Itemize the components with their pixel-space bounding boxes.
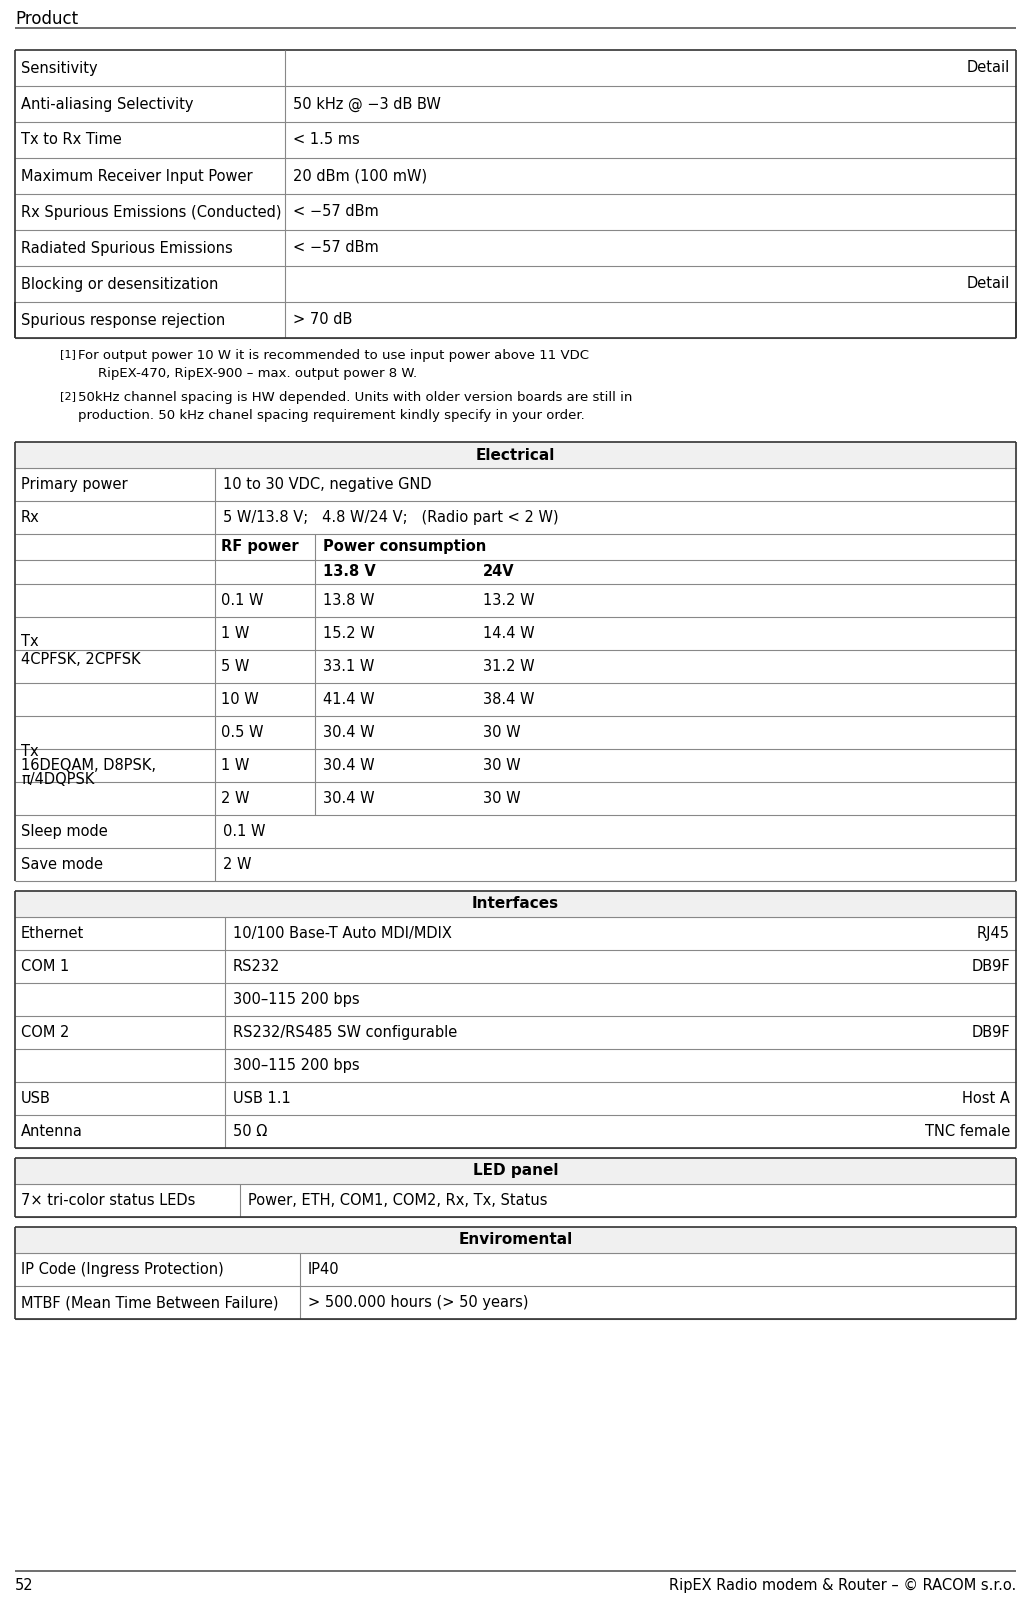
Text: Interfaces: Interfaces: [472, 897, 559, 911]
Text: 13.8 V: 13.8 V: [323, 564, 375, 579]
Text: > 70 dB: > 70 dB: [293, 312, 353, 328]
Text: 10/100 Base-T Auto MDI/MDIX: 10/100 Base-T Auto MDI/MDIX: [233, 926, 452, 940]
Text: 300–115 200 bps: 300–115 200 bps: [233, 1059, 360, 1073]
Text: 7× tri-color status LEDs: 7× tri-color status LEDs: [21, 1193, 196, 1207]
Text: 50 Ω: 50 Ω: [233, 1124, 267, 1138]
Text: 1 W: 1 W: [221, 758, 250, 772]
Text: Maximum Receiver Input Power: Maximum Receiver Input Power: [21, 168, 253, 184]
Text: 13.2 W: 13.2 W: [483, 593, 535, 608]
Text: 2 W: 2 W: [221, 792, 250, 806]
Text: 14.4 W: 14.4 W: [483, 625, 535, 641]
Text: 16DEQAM, D8PSK,: 16DEQAM, D8PSK,: [21, 758, 156, 772]
Text: IP40: IP40: [308, 1262, 339, 1278]
Text: For output power 10 W it is recommended to use input power above 11 VDC: For output power 10 W it is recommended …: [78, 349, 589, 361]
Text: Rx: Rx: [21, 510, 40, 524]
Text: > 500.000 hours (> 50 years): > 500.000 hours (> 50 years): [308, 1295, 529, 1310]
Text: Radiated Spurious Emissions: Radiated Spurious Emissions: [21, 240, 233, 256]
Text: < 1.5 ms: < 1.5 ms: [293, 133, 360, 147]
Text: USB 1.1: USB 1.1: [233, 1091, 291, 1107]
Text: COM 2: COM 2: [21, 1025, 69, 1039]
Text: 30.4 W: 30.4 W: [323, 792, 374, 806]
Text: Detail: Detail: [967, 277, 1010, 291]
Text: Antenna: Antenna: [21, 1124, 82, 1138]
Text: RipEX Radio modem & Router – © RACOM s.r.o.: RipEX Radio modem & Router – © RACOM s.r…: [669, 1578, 1016, 1593]
Text: [1]: [1]: [60, 349, 76, 360]
Text: 50 kHz @ −3 dB BW: 50 kHz @ −3 dB BW: [293, 96, 441, 112]
Text: 24V: 24V: [483, 564, 514, 579]
Text: USB: USB: [21, 1091, 51, 1107]
Text: 0.5 W: 0.5 W: [221, 724, 264, 740]
Text: 15.2 W: 15.2 W: [323, 625, 374, 641]
Text: RS232/RS485 SW configurable: RS232/RS485 SW configurable: [233, 1025, 458, 1039]
Text: < −57 dBm: < −57 dBm: [293, 205, 378, 219]
Text: RJ45: RJ45: [977, 926, 1010, 940]
Text: Tx: Tx: [21, 633, 38, 649]
Text: 50kHz channel spacing is HW depended. Units with older version boards are still : 50kHz channel spacing is HW depended. Un…: [78, 392, 632, 405]
Text: 0.1 W: 0.1 W: [221, 593, 264, 608]
Text: production. 50 kHz chanel spacing requirement kindly specify in your order.: production. 50 kHz chanel spacing requir…: [78, 409, 585, 422]
Text: RipEX-470, RipEX-900 – max. output power 8 W.: RipEX-470, RipEX-900 – max. output power…: [98, 368, 418, 381]
Text: 52: 52: [15, 1578, 34, 1593]
Text: 0.1 W: 0.1 W: [223, 823, 266, 839]
Text: 2 W: 2 W: [223, 857, 252, 871]
Text: 13.8 W: 13.8 W: [323, 593, 374, 608]
Text: 30.4 W: 30.4 W: [323, 758, 374, 772]
Text: Spurious response rejection: Spurious response rejection: [21, 312, 225, 328]
Text: Tx to Rx Time: Tx to Rx Time: [21, 133, 122, 147]
Text: Power, ETH, COM1, COM2, Rx, Tx, Status: Power, ETH, COM1, COM2, Rx, Tx, Status: [248, 1193, 547, 1207]
Text: Product: Product: [15, 10, 78, 29]
Text: DB9F: DB9F: [971, 1025, 1010, 1039]
Text: Anti-aliasing Selectivity: Anti-aliasing Selectivity: [21, 96, 194, 112]
Text: 41.4 W: 41.4 W: [323, 692, 374, 707]
Text: Sensitivity: Sensitivity: [21, 61, 98, 75]
Text: Blocking or desensitization: Blocking or desensitization: [21, 277, 219, 291]
Text: 20 dBm (100 mW): 20 dBm (100 mW): [293, 168, 427, 184]
Text: 30 W: 30 W: [483, 724, 521, 740]
Text: 30 W: 30 W: [483, 792, 521, 806]
Polygon shape: [15, 891, 1016, 916]
Text: Rx Spurious Emissions (Conducted): Rx Spurious Emissions (Conducted): [21, 205, 281, 219]
Text: DB9F: DB9F: [971, 959, 1010, 974]
Text: Power consumption: Power consumption: [323, 539, 487, 555]
Text: 1 W: 1 W: [221, 625, 250, 641]
Text: 10 to 30 VDC, negative GND: 10 to 30 VDC, negative GND: [223, 477, 432, 492]
Text: Detail: Detail: [967, 61, 1010, 75]
Text: Tx: Tx: [21, 744, 38, 760]
Text: 5 W: 5 W: [221, 659, 250, 675]
Text: 30 W: 30 W: [483, 758, 521, 772]
Text: 300–115 200 bps: 300–115 200 bps: [233, 991, 360, 1007]
Text: IP Code (Ingress Protection): IP Code (Ingress Protection): [21, 1262, 224, 1278]
Text: RF power: RF power: [221, 539, 299, 555]
Text: 33.1 W: 33.1 W: [323, 659, 374, 675]
Text: 10 W: 10 W: [221, 692, 259, 707]
Text: TNC female: TNC female: [925, 1124, 1010, 1138]
Text: [2]: [2]: [60, 392, 76, 401]
Text: π/4DQPSK: π/4DQPSK: [21, 772, 95, 787]
Text: 31.2 W: 31.2 W: [483, 659, 535, 675]
Polygon shape: [15, 1158, 1016, 1183]
Text: Save mode: Save mode: [21, 857, 103, 871]
Text: < −57 dBm: < −57 dBm: [293, 240, 378, 256]
Text: RS232: RS232: [233, 959, 280, 974]
Text: COM 1: COM 1: [21, 959, 69, 974]
Text: 5 W/13.8 V;   4.8 W/24 V;   (Radio part < 2 W): 5 W/13.8 V; 4.8 W/24 V; (Radio part < 2 …: [223, 510, 559, 524]
Text: 30.4 W: 30.4 W: [323, 724, 374, 740]
Text: MTBF (Mean Time Between Failure): MTBF (Mean Time Between Failure): [21, 1295, 278, 1310]
Text: LED panel: LED panel: [473, 1164, 558, 1178]
Text: Sleep mode: Sleep mode: [21, 823, 108, 839]
Polygon shape: [15, 441, 1016, 469]
Text: Primary power: Primary power: [21, 477, 128, 492]
Text: Ethernet: Ethernet: [21, 926, 85, 940]
Polygon shape: [15, 1226, 1016, 1254]
Text: 38.4 W: 38.4 W: [483, 692, 534, 707]
Text: Enviromental: Enviromental: [459, 1233, 572, 1247]
Text: Host A: Host A: [962, 1091, 1010, 1107]
Text: Electrical: Electrical: [476, 448, 555, 462]
Text: 4CPFSK, 2CPFSK: 4CPFSK, 2CPFSK: [21, 651, 140, 667]
